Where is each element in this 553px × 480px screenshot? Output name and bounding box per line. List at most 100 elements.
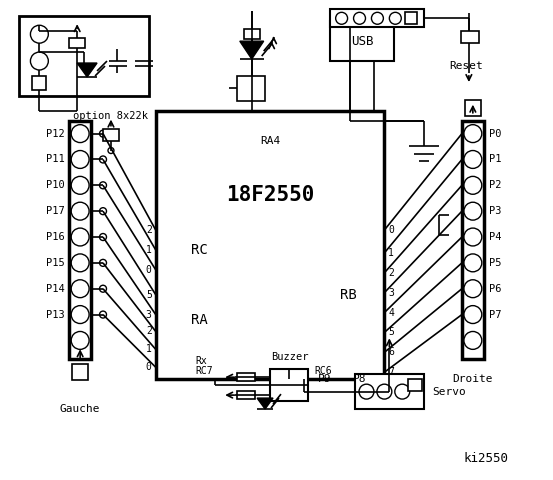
Text: RA: RA [190,312,207,326]
Bar [462,120,484,360]
Circle shape [464,151,482,168]
Circle shape [100,259,107,266]
Bar [465,100,481,116]
Circle shape [377,384,392,399]
Bar [19,16,149,96]
Text: Gauche: Gauche [60,404,101,414]
Circle shape [71,125,89,143]
Circle shape [464,332,482,349]
Circle shape [71,176,89,194]
Text: 1: 1 [146,245,152,255]
Circle shape [71,151,89,168]
Text: 5: 5 [388,327,394,337]
Text: 3: 3 [146,310,152,320]
Text: P9: P9 [318,374,331,384]
Bar [354,374,424,409]
Circle shape [464,254,482,272]
Text: 7: 7 [388,367,394,377]
Text: P4: P4 [489,232,501,242]
Text: RC: RC [190,243,207,257]
Bar [237,391,255,399]
Circle shape [100,156,107,163]
Bar [408,379,422,391]
Bar [103,129,119,141]
Text: 2: 2 [388,268,394,278]
Text: 3: 3 [388,288,394,298]
Text: 6: 6 [388,348,394,357]
Text: P3: P3 [489,206,501,216]
Text: P15: P15 [46,258,65,268]
Circle shape [71,280,89,298]
Text: P13: P13 [46,310,65,320]
Bar [237,373,255,381]
Text: 2: 2 [146,326,152,336]
Bar [461,31,479,43]
Bar [72,364,88,380]
Bar [244,29,260,39]
Circle shape [108,147,114,154]
Circle shape [336,12,348,24]
Text: RC6: RC6 [315,366,332,376]
Bar [270,369,308,401]
Circle shape [464,176,482,194]
Text: P7: P7 [489,310,501,320]
Text: 1: 1 [146,344,152,354]
Text: RA4: RA4 [260,135,280,145]
Bar [69,38,85,48]
Bar [405,12,417,24]
Text: 0: 0 [146,362,152,372]
Text: 0: 0 [146,265,152,275]
Circle shape [100,311,107,318]
Circle shape [395,384,410,399]
Circle shape [30,25,48,43]
Bar [330,21,394,61]
Text: P0: P0 [489,129,501,139]
Circle shape [71,306,89,324]
Text: P5: P5 [489,258,501,268]
Circle shape [71,254,89,272]
Text: 4: 4 [388,308,394,318]
Polygon shape [257,398,273,409]
Text: 0: 0 [388,225,394,235]
Text: option 8x22k: option 8x22k [74,111,148,121]
Text: RC7: RC7 [195,366,213,376]
Circle shape [464,280,482,298]
Text: Reset: Reset [449,61,483,71]
Circle shape [464,228,482,246]
Bar [156,111,384,379]
Circle shape [464,306,482,324]
Text: 18F2550: 18F2550 [226,185,314,205]
Circle shape [464,125,482,143]
Circle shape [30,52,48,70]
Circle shape [71,332,89,349]
Text: P10: P10 [46,180,65,190]
Text: Droite: Droite [452,374,493,384]
Text: 5: 5 [146,290,152,300]
Text: ki2550: ki2550 [463,452,509,465]
Text: P16: P16 [46,232,65,242]
Circle shape [359,384,374,399]
Polygon shape [240,41,264,59]
Circle shape [71,202,89,220]
Circle shape [100,130,107,137]
Text: P8: P8 [353,374,366,384]
Text: P6: P6 [489,284,501,294]
Text: RB: RB [340,288,356,302]
Text: P2: P2 [489,180,501,190]
Circle shape [372,12,383,24]
Circle shape [100,208,107,215]
Bar [330,9,424,27]
Circle shape [71,228,89,246]
Text: P12: P12 [46,129,65,139]
Text: P17: P17 [46,206,65,216]
Text: P1: P1 [489,155,501,165]
Bar [69,120,91,360]
Text: P14: P14 [46,284,65,294]
Text: 2: 2 [146,225,152,235]
Circle shape [464,202,482,220]
Text: 1: 1 [388,248,394,258]
Text: Buzzer: Buzzer [271,352,309,362]
Circle shape [100,285,107,292]
Circle shape [100,234,107,240]
Text: USB: USB [351,35,373,48]
